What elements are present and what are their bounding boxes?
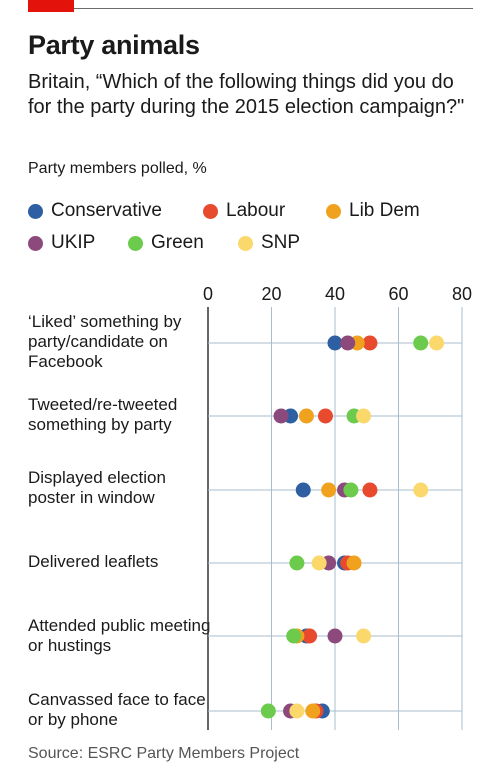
ukip-dot-icon (28, 235, 43, 251)
x-tick-label: 80 (452, 284, 472, 304)
dot-lib-dem (298, 408, 314, 424)
x-tick-label: 40 (325, 284, 345, 304)
legend-item-snp: SNP (238, 232, 300, 254)
snp-dot-icon (238, 235, 253, 251)
labour-dot-icon (203, 203, 218, 219)
top-rule (28, 8, 473, 9)
dot-ukip (340, 335, 356, 351)
dot-snp (356, 408, 372, 424)
conservative-dot-icon (28, 203, 43, 219)
legend-label-lib-dem: Lib Dem (349, 200, 420, 221)
legend-label-green: Green (151, 232, 204, 253)
dot-ukip (273, 408, 289, 424)
x-tick-label: 60 (388, 284, 408, 304)
brand-red-tag (28, 0, 74, 12)
dot-labour (302, 628, 318, 644)
legend-item-ukip: UKIP (28, 232, 95, 254)
units-label: Party members polled, % (28, 160, 207, 177)
dot-green (413, 335, 429, 351)
dot-conservative (295, 482, 311, 498)
dot-snp (413, 482, 429, 498)
dot-snp (429, 335, 445, 351)
dot-conservative (327, 335, 343, 351)
dot-ukip (327, 628, 343, 644)
category-label-facebook: ‘Liked’ something by party/candidate on … (28, 312, 182, 371)
dot-labour (362, 335, 378, 351)
source-note: Source: ESRC Party Members Project (28, 745, 300, 762)
green-dot-icon (128, 235, 143, 251)
x-tick-label: 0 (203, 284, 213, 304)
dot-labour (317, 408, 333, 424)
dot-snp (311, 555, 327, 571)
legend-label-labour: Labour (226, 200, 286, 221)
legend-item-labour: Labour (203, 200, 285, 222)
chart-title: Party animals (28, 30, 200, 60)
lib-dem-dot-icon (326, 203, 341, 219)
dot-green (343, 482, 359, 498)
category-label-meeting: Attended public meeting or hustings (28, 616, 211, 655)
legend-item-conservative: Conservative (28, 200, 162, 222)
dot-green (260, 703, 276, 719)
legend-label-snp: SNP (261, 232, 301, 253)
x-tick-label: 20 (261, 284, 281, 304)
legend-label-conservative: Conservative (51, 200, 162, 221)
legend-label-ukip: UKIP (51, 232, 96, 253)
dot-green (286, 628, 302, 644)
dot-snp (289, 703, 305, 719)
legend-item-green: Green (128, 232, 204, 254)
dot-lib-dem (346, 555, 362, 571)
dot-lib-dem (321, 482, 337, 498)
category-label-twitter: Tweeted/re-tweeted something by party (28, 395, 178, 434)
category-label-canvassed: Canvassed face to face or by phone (28, 690, 206, 729)
dot-green (289, 555, 305, 571)
dot-labour (362, 482, 378, 498)
chart-subtitle: Britain, “Which of the following things … (28, 71, 465, 118)
legend-item-lib-dem: Lib Dem (326, 200, 420, 222)
category-label-leaflets: Delivered leaflets (28, 552, 159, 571)
dot-snp (356, 628, 372, 644)
dot-lib-dem (305, 703, 321, 719)
category-label-poster: Displayed election poster in window (28, 468, 166, 507)
